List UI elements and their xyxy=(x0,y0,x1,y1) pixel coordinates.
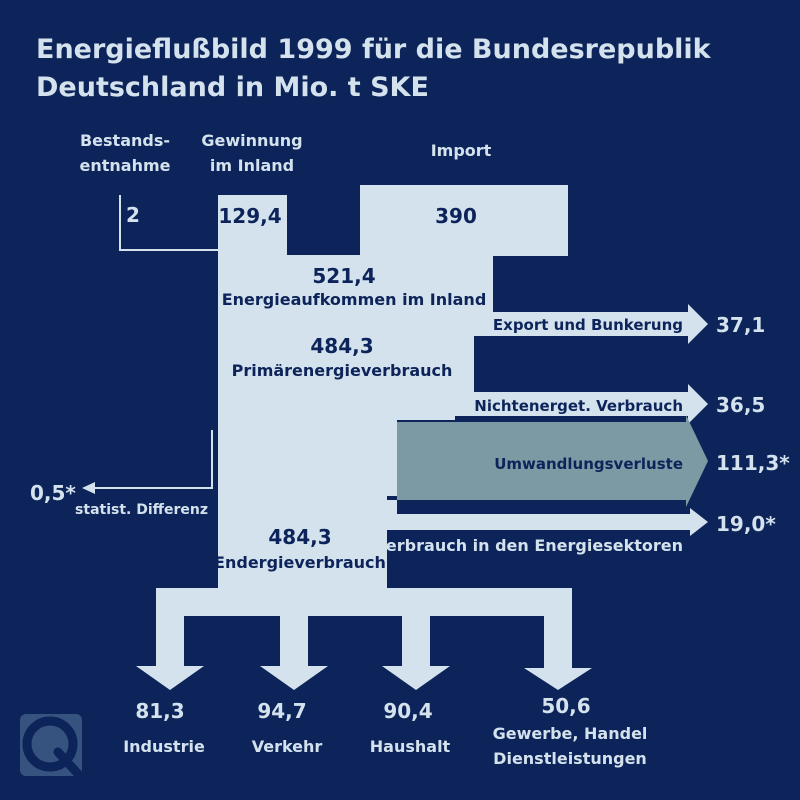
sector-label-industrie: Industrie xyxy=(123,737,205,756)
bestand-label-1: Bestands- xyxy=(80,131,170,150)
primaer-value: 484,3 xyxy=(310,334,373,358)
endverbrauch-label: Endergieverbrauch xyxy=(214,553,386,572)
statist-flow-line xyxy=(95,430,213,489)
umwandlung-label: Umwandlungsverluste xyxy=(494,455,683,473)
nichtenerget-value: 36,5 xyxy=(716,393,765,417)
statist-label: statist. Differenz xyxy=(75,502,208,518)
title-line-1: Energieflußbild 1999 für die Bundesrepub… xyxy=(36,34,712,65)
sector-label-gewerbe-2: Dienstleistungen xyxy=(493,749,647,768)
export-label: Export und Bunkerung xyxy=(493,316,683,334)
aufkommen-value: 521,4 xyxy=(312,264,375,288)
import-label: Import xyxy=(431,141,492,160)
nichtenerget-label: Nichtenerget. Verbrauch xyxy=(474,397,683,415)
q-logo xyxy=(20,714,85,781)
statist-arrowhead xyxy=(82,482,95,494)
sector-label-verkehr: Verkehr xyxy=(252,737,323,756)
sector-label-gewerbe-1: Gewerbe, Handel xyxy=(493,724,648,743)
export-value: 37,1 xyxy=(716,313,765,337)
endverbrauch-value: 484,3 xyxy=(268,525,331,549)
statist-value: 0,5* xyxy=(30,481,76,505)
bestand-flow-line xyxy=(119,195,218,251)
sector-value-haushalt: 90,4 xyxy=(383,699,432,723)
energiesektoren-value: 19,0* xyxy=(716,512,776,536)
bestand-value: 2 xyxy=(126,203,140,227)
gewinnung-label-2: im Inland xyxy=(210,156,294,175)
energiesektoren-arrow xyxy=(387,508,708,536)
umwandlung-value: 111,3* xyxy=(716,451,790,475)
umwandlung-arrow xyxy=(397,415,708,507)
main-flow-trunk xyxy=(136,185,592,690)
sector-label-haushalt: Haushalt xyxy=(370,737,451,756)
title-line-2: Deutschland in Mio. t SKE xyxy=(36,72,429,103)
trunk-filler xyxy=(387,500,397,514)
sector-value-verkehr: 94,7 xyxy=(257,699,306,723)
import-value: 390 xyxy=(435,204,477,228)
nichtenerget-arrow xyxy=(455,384,708,424)
energiesektoren-label: Verbrauch in den Energiesektoren xyxy=(374,536,683,555)
sector-value-industrie: 81,3 xyxy=(135,699,184,723)
export-arrow xyxy=(474,304,708,344)
bestand-label-2: entnahme xyxy=(80,156,171,175)
aufkommen-label: Energieaufkommen im Inland xyxy=(222,290,487,309)
gewinnung-label-1: Gewinnung xyxy=(201,131,302,150)
sector-value-gewerbe: 50,6 xyxy=(541,694,590,718)
primaer-label: Primärenergieverbrauch xyxy=(232,361,453,380)
gewinnung-value: 129,4 xyxy=(218,204,281,228)
